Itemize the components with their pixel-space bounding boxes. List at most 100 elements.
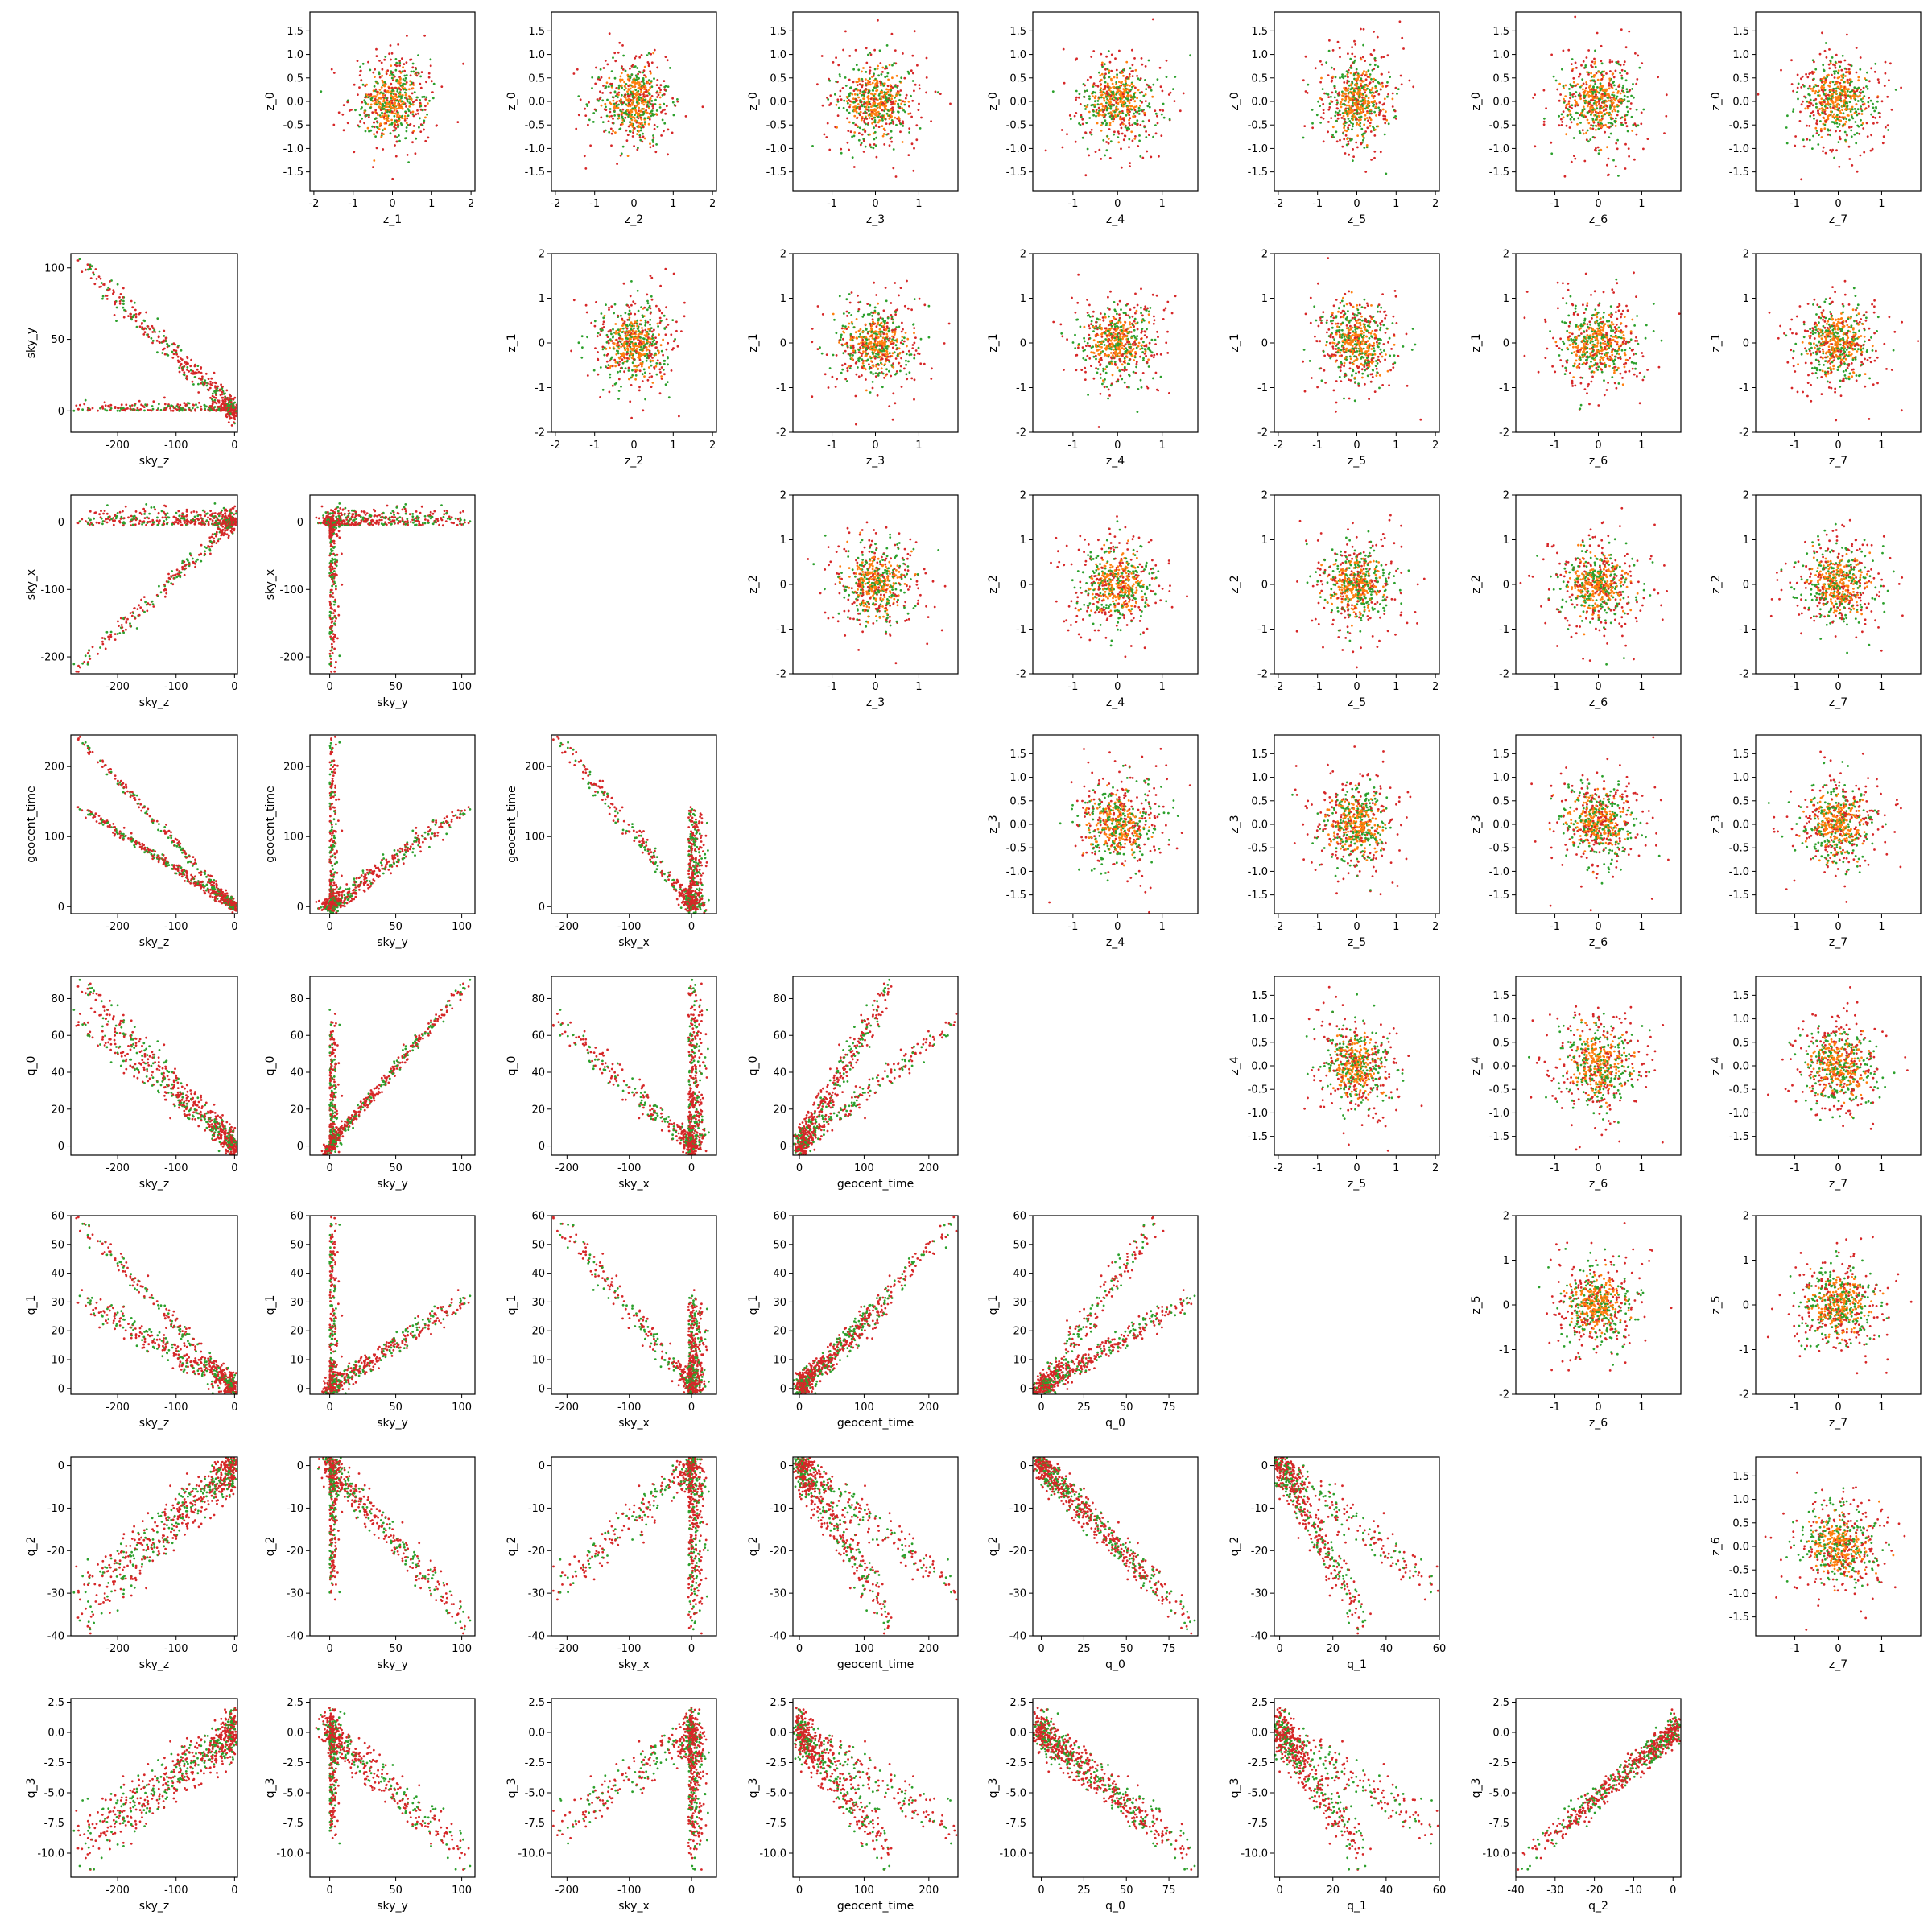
data-point <box>1374 59 1377 62</box>
data-point <box>1347 76 1349 79</box>
data-point <box>620 385 622 388</box>
data-point <box>667 153 669 156</box>
data-point <box>385 72 388 76</box>
data-point <box>861 105 864 108</box>
data-point <box>1373 128 1377 131</box>
data-point <box>1099 84 1102 87</box>
data-point <box>857 138 861 142</box>
data-point <box>663 102 666 105</box>
data-point <box>625 342 629 345</box>
data-point <box>1534 93 1536 96</box>
data-point <box>398 98 402 101</box>
data-point <box>1851 89 1853 93</box>
data-point <box>406 154 409 156</box>
data-point <box>1355 141 1358 144</box>
data-point <box>1368 81 1372 84</box>
data-point <box>1866 71 1868 74</box>
data-point <box>615 329 618 332</box>
data-point <box>1142 94 1146 97</box>
data-point <box>1109 105 1112 108</box>
data-point <box>1116 73 1118 76</box>
data-point <box>1379 83 1382 86</box>
data-point <box>1370 77 1373 80</box>
data-point <box>599 68 602 71</box>
data-point <box>613 52 617 55</box>
data-point <box>661 93 664 97</box>
data-point <box>873 48 876 52</box>
data-point <box>650 100 654 102</box>
data-point <box>381 68 384 71</box>
data-point <box>844 30 847 33</box>
data-point <box>411 87 415 90</box>
data-point <box>376 90 378 93</box>
data-point <box>1369 108 1373 111</box>
data-point <box>847 130 850 133</box>
data-point <box>1616 92 1619 94</box>
data-point <box>389 105 392 108</box>
data-point <box>1624 46 1628 49</box>
data-point <box>606 98 609 101</box>
data-point <box>1126 98 1129 101</box>
data-point <box>649 337 652 341</box>
data-point <box>624 349 627 352</box>
data-point <box>631 103 634 106</box>
data-point <box>1833 156 1836 159</box>
data-point <box>1612 117 1614 120</box>
data-point <box>617 363 621 365</box>
data-point <box>376 98 379 101</box>
data-point <box>646 103 649 106</box>
data-point <box>630 416 633 419</box>
data-point <box>664 267 667 270</box>
data-point <box>1112 96 1115 98</box>
data-point <box>424 139 427 142</box>
data-point <box>663 359 666 362</box>
data-point <box>630 312 632 316</box>
data-point <box>1850 129 1853 132</box>
data-point <box>390 64 393 67</box>
data-point <box>1594 82 1597 85</box>
data-point <box>401 114 403 118</box>
data-point <box>1880 100 1884 103</box>
data-point <box>1608 87 1611 90</box>
data-point <box>608 130 611 134</box>
data-point <box>342 104 345 107</box>
data-point <box>848 93 851 96</box>
data-point <box>1124 134 1127 138</box>
data-point <box>1814 102 1818 105</box>
data-point <box>665 318 668 321</box>
data-point <box>866 79 869 82</box>
data-point <box>599 366 602 369</box>
data-point <box>1100 93 1103 97</box>
data-point <box>1108 128 1111 130</box>
data-point <box>1586 71 1588 73</box>
data-point <box>1346 114 1349 118</box>
data-point <box>1583 89 1587 93</box>
data-point <box>1633 158 1636 161</box>
data-point <box>835 56 837 59</box>
data-point <box>863 121 866 124</box>
data-point <box>918 84 921 86</box>
data-point <box>1595 101 1598 105</box>
data-point <box>1147 59 1150 62</box>
data-point <box>911 80 914 82</box>
data-point <box>642 82 646 85</box>
data-point <box>1360 77 1363 80</box>
data-point <box>1802 100 1804 103</box>
data-point <box>610 70 613 72</box>
data-point <box>650 386 653 388</box>
data-point <box>383 58 386 61</box>
data-point <box>1811 70 1814 73</box>
data-point <box>1143 125 1146 128</box>
data-point <box>1842 117 1845 119</box>
data-point <box>1101 105 1104 108</box>
data-point <box>664 383 667 386</box>
data-point <box>1355 68 1358 71</box>
axes-frame <box>551 253 717 433</box>
data-point <box>1376 35 1379 39</box>
data-point <box>1327 121 1330 123</box>
data-point <box>1827 133 1830 136</box>
data-point <box>1385 110 1387 114</box>
data-point <box>419 101 422 105</box>
data-point <box>612 56 614 59</box>
data-point <box>1618 83 1621 86</box>
